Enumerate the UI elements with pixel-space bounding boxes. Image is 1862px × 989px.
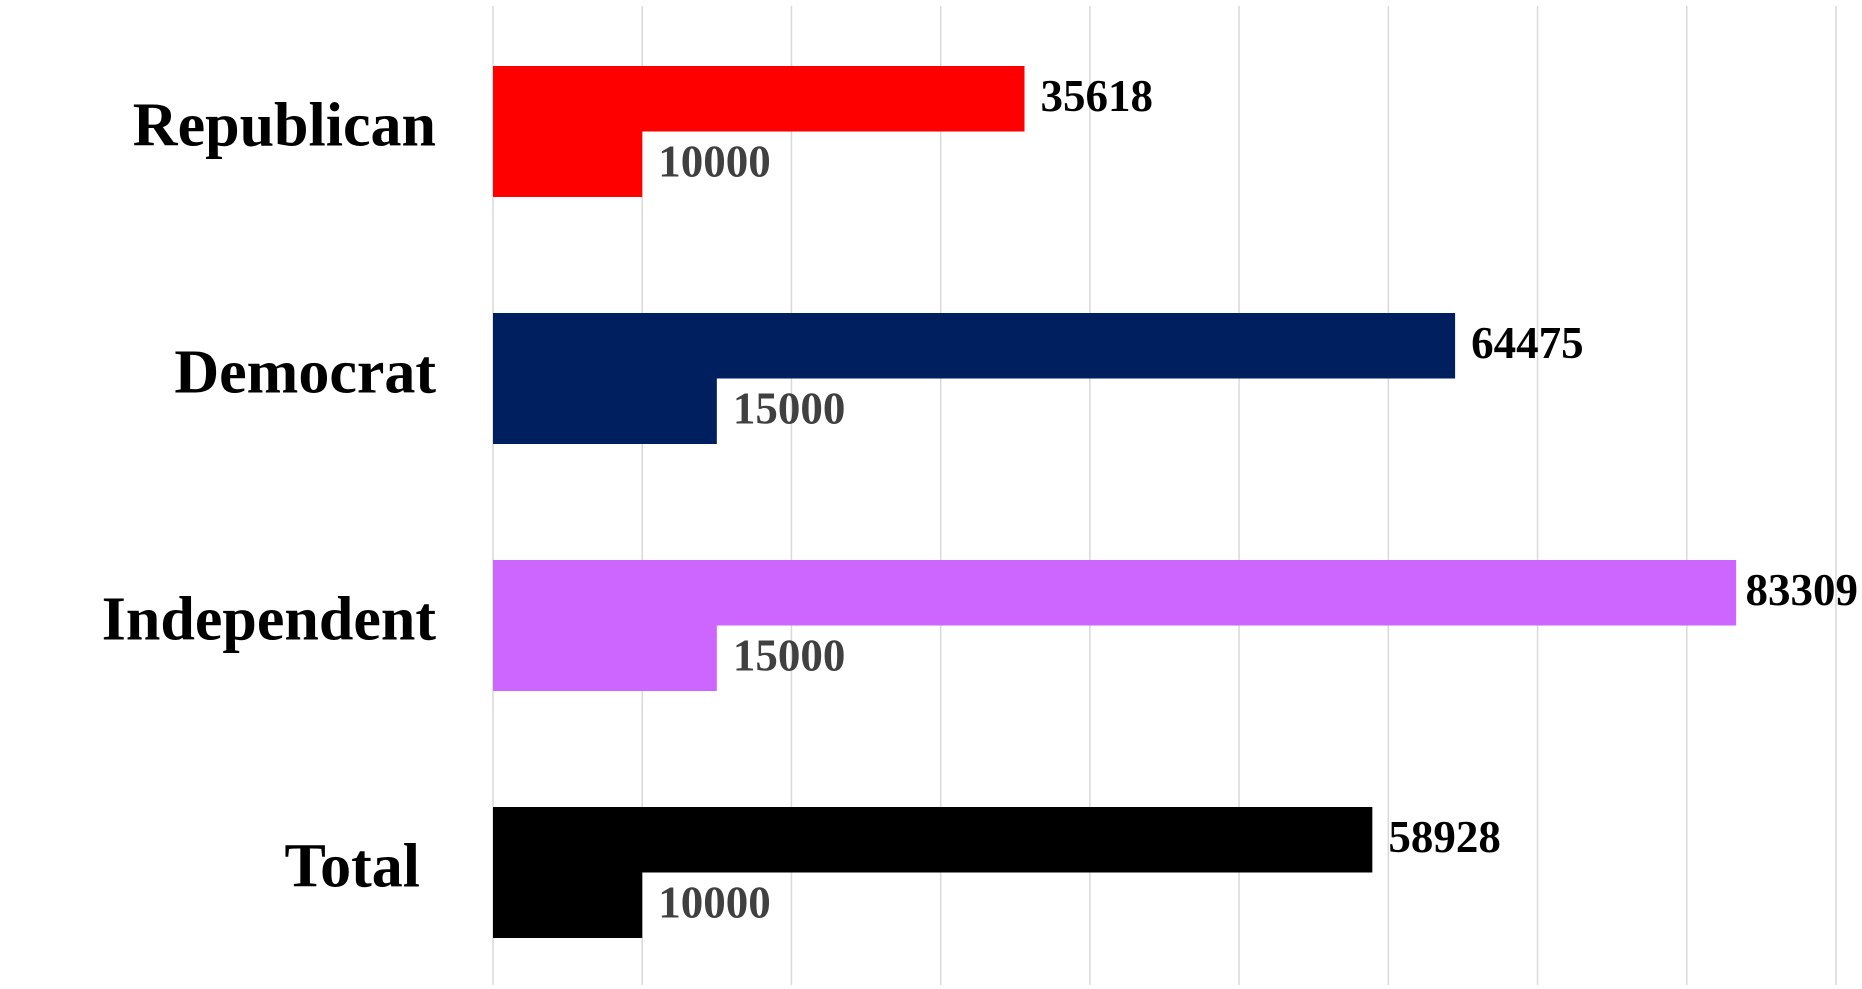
bar [493,872,643,938]
value-label: 15000 [733,631,846,681]
bar [493,807,1373,873]
bar [493,131,643,197]
category-label: Total [284,833,420,901]
value-label: 58928 [1388,812,1501,862]
category-label: Republican [133,92,436,160]
value-label: 15000 [733,384,846,434]
bar [493,378,717,444]
bar [493,66,1025,132]
category-label: Democrat [174,339,436,407]
value-label: 10000 [658,137,771,187]
value-label: 10000 [658,878,771,928]
bar [493,313,1456,379]
category-label: Independent [102,586,437,654]
value-label: 83309 [1746,565,1859,615]
value-label: 35618 [1040,71,1153,121]
bar [493,625,717,691]
bar [493,560,1737,626]
value-label: 64475 [1471,318,1584,368]
